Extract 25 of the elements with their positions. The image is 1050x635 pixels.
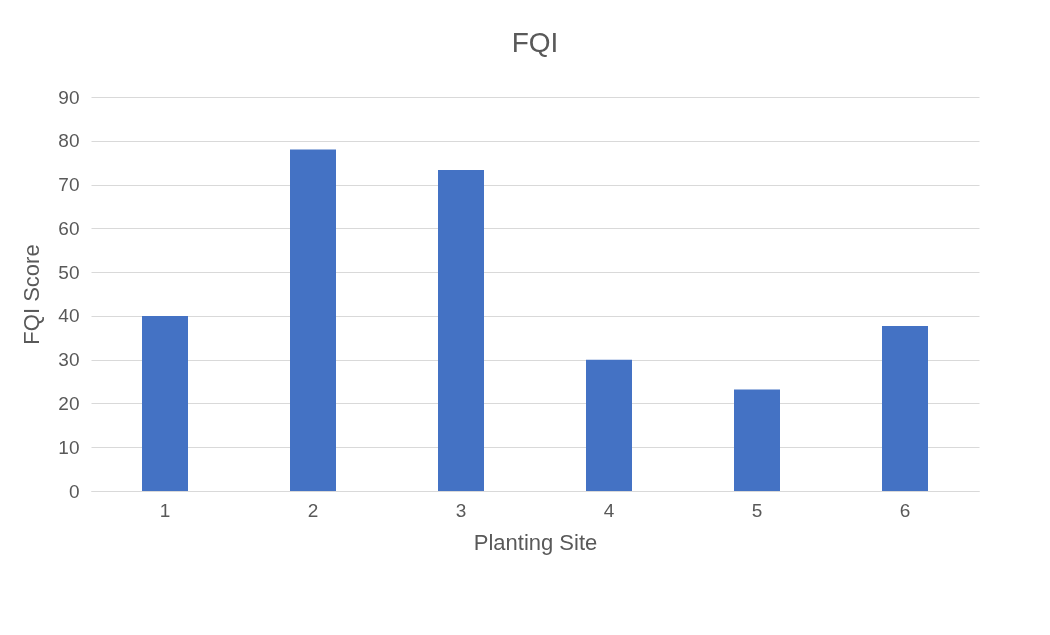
y-tick-label: 60 bbox=[58, 217, 80, 239]
bar bbox=[734, 389, 780, 491]
y-tick-label: 20 bbox=[58, 392, 80, 414]
y-tick-label: 90 bbox=[58, 86, 80, 108]
y-tick-label: 70 bbox=[58, 174, 80, 196]
y-axis-title: FQI Score bbox=[19, 244, 45, 345]
bar bbox=[142, 315, 188, 491]
y-tick-label: 40 bbox=[58, 305, 80, 327]
chart-title: FQI bbox=[511, 27, 559, 58]
x-axis-title: Planting Site bbox=[473, 529, 598, 555]
y-tick-label: 50 bbox=[58, 261, 80, 283]
y-tick-label: 30 bbox=[58, 349, 80, 371]
y-tick-label: 10 bbox=[58, 436, 80, 458]
x-tick-label: 1 bbox=[159, 499, 171, 521]
bar bbox=[586, 359, 632, 491]
bar bbox=[438, 170, 484, 491]
bar bbox=[882, 325, 928, 491]
y-tick-label: 80 bbox=[58, 130, 80, 152]
x-tick-label: 4 bbox=[603, 499, 615, 521]
y-tick-label: 0 bbox=[68, 480, 80, 502]
x-tick-label: 3 bbox=[455, 499, 467, 521]
x-tick-label: 5 bbox=[751, 499, 763, 521]
x-tick-label: 2 bbox=[307, 499, 319, 521]
bar bbox=[290, 149, 336, 491]
x-tick-label: 6 bbox=[899, 499, 911, 521]
